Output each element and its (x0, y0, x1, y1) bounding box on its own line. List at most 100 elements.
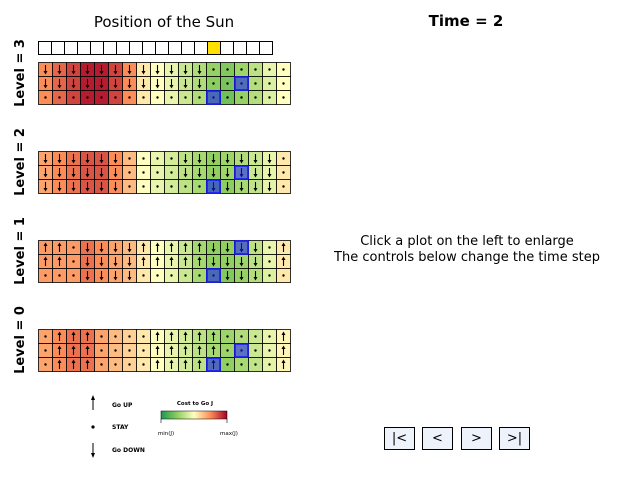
stay-dot-icon (156, 171, 159, 174)
stay-dot-icon (72, 96, 75, 99)
down-arrow-icon (57, 154, 62, 164)
stay-dot-icon (282, 96, 285, 99)
down-arrow-icon (113, 243, 118, 253)
cost-colorbar (160, 410, 228, 420)
down-arrow-icon (169, 65, 174, 75)
stay-dot-icon (44, 363, 47, 366)
last-step-button[interactable]: >| (499, 427, 530, 450)
stay-dot-icon (226, 82, 229, 85)
down-arrow-icon (127, 79, 132, 89)
down-arrow-icon (211, 168, 216, 178)
time-title: Time = 2 (428, 12, 504, 30)
stay-dot-icon (114, 349, 117, 352)
down-arrow-icon (43, 168, 48, 178)
stay-dot-icon (268, 260, 271, 263)
stay-dot-icon (198, 274, 201, 277)
up-arrow-icon (281, 242, 286, 252)
stay-dot-icon (184, 185, 187, 188)
up-arrow-icon (281, 331, 286, 341)
level-grid (38, 329, 291, 372)
stay-dot-icon (156, 185, 159, 188)
stay-dot-icon (44, 274, 47, 277)
down-arrow-icon (239, 154, 244, 164)
up-arrow-icon (197, 359, 202, 369)
sun-cell (168, 41, 182, 55)
stay-dot-icon (198, 185, 201, 188)
colorbar-min-label: min(J) (158, 431, 174, 437)
stay-dot-icon (282, 185, 285, 188)
up-arrow-icon (57, 359, 62, 369)
down-arrow-icon (71, 154, 76, 164)
sun-cell (142, 41, 156, 55)
level-grid (38, 240, 291, 283)
down-arrow-icon (253, 243, 258, 253)
down-arrow-icon (113, 257, 118, 267)
stay-dot-icon (58, 96, 61, 99)
stay-dot-icon (226, 96, 229, 99)
down-arrow-icon (99, 271, 104, 281)
stay-dot-icon (128, 171, 131, 174)
info-text: Click a plot on the left to enlarge The … (300, 234, 634, 266)
up-arrow-icon (197, 256, 202, 266)
down-arrow-icon (183, 168, 188, 178)
colorbar-title: Cost to Go J (177, 401, 213, 407)
stay-dot-icon (128, 185, 131, 188)
down-arrow-icon (197, 154, 202, 164)
sun-cell (259, 41, 273, 55)
down-arrow-icon (99, 257, 104, 267)
stay-dot-icon (128, 335, 131, 338)
down-arrow-icon (57, 168, 62, 178)
down-arrow-icon (155, 79, 160, 89)
up-arrow-icon (57, 256, 62, 266)
up-arrow-icon (169, 345, 174, 355)
level-0-panel[interactable] (38, 329, 291, 372)
first-step-button[interactable]: |< (384, 427, 415, 450)
up-arrow-icon (155, 256, 160, 266)
down-arrow-icon (225, 168, 230, 178)
up-arrow-icon (71, 345, 76, 355)
next-step-button[interactable]: > (461, 427, 492, 450)
level-2-panel[interactable] (38, 151, 291, 194)
up-arrow-icon (155, 242, 160, 252)
up-arrow-icon (141, 256, 146, 266)
down-arrow-icon (225, 182, 230, 192)
stay-dot-icon (72, 260, 75, 263)
down-arrow-icon (99, 182, 104, 192)
sun-cell (181, 41, 195, 55)
stay-dot-icon (114, 96, 117, 99)
down-arrow-icon (253, 182, 258, 192)
stay-dot-icon (212, 82, 215, 85)
up-arrow-icon (281, 256, 286, 266)
stay-dot-icon (156, 157, 159, 160)
down-arrow-icon (99, 154, 104, 164)
level-3-panel[interactable] (38, 62, 291, 105)
down-arrow-icon (183, 79, 188, 89)
down-arrow-icon (211, 154, 216, 164)
stay-dot-icon (226, 68, 229, 71)
down-arrow-icon (127, 271, 132, 281)
down-arrow-icon (183, 65, 188, 75)
stay-dot-icon (128, 96, 131, 99)
stay-dot-icon (226, 349, 229, 352)
down-arrow-icon (85, 168, 90, 178)
down-arrow-icon (197, 79, 202, 89)
highlight-cell (234, 165, 249, 180)
down-arrow-icon (253, 154, 258, 164)
level-grid (38, 151, 291, 194)
highlight-cell (206, 357, 221, 372)
level-0-label: Level = 0 (13, 306, 28, 374)
stay-dot-icon (170, 157, 173, 160)
down-arrow-icon (113, 168, 118, 178)
up-arrow-icon (183, 345, 188, 355)
level-1-panel[interactable] (38, 240, 291, 283)
down-arrow-icon (253, 257, 258, 267)
up-arrow-icon (57, 242, 62, 252)
up-arrow-icon (57, 345, 62, 355)
stay-dot-icon (72, 246, 75, 249)
up-arrow-icon (197, 242, 202, 252)
highlight-cell (206, 179, 221, 194)
info-line-2: The controls below change the time step (334, 250, 600, 265)
stay-dot-icon (100, 335, 103, 338)
stay-dot-icon (142, 274, 145, 277)
prev-step-button[interactable]: < (422, 427, 453, 450)
